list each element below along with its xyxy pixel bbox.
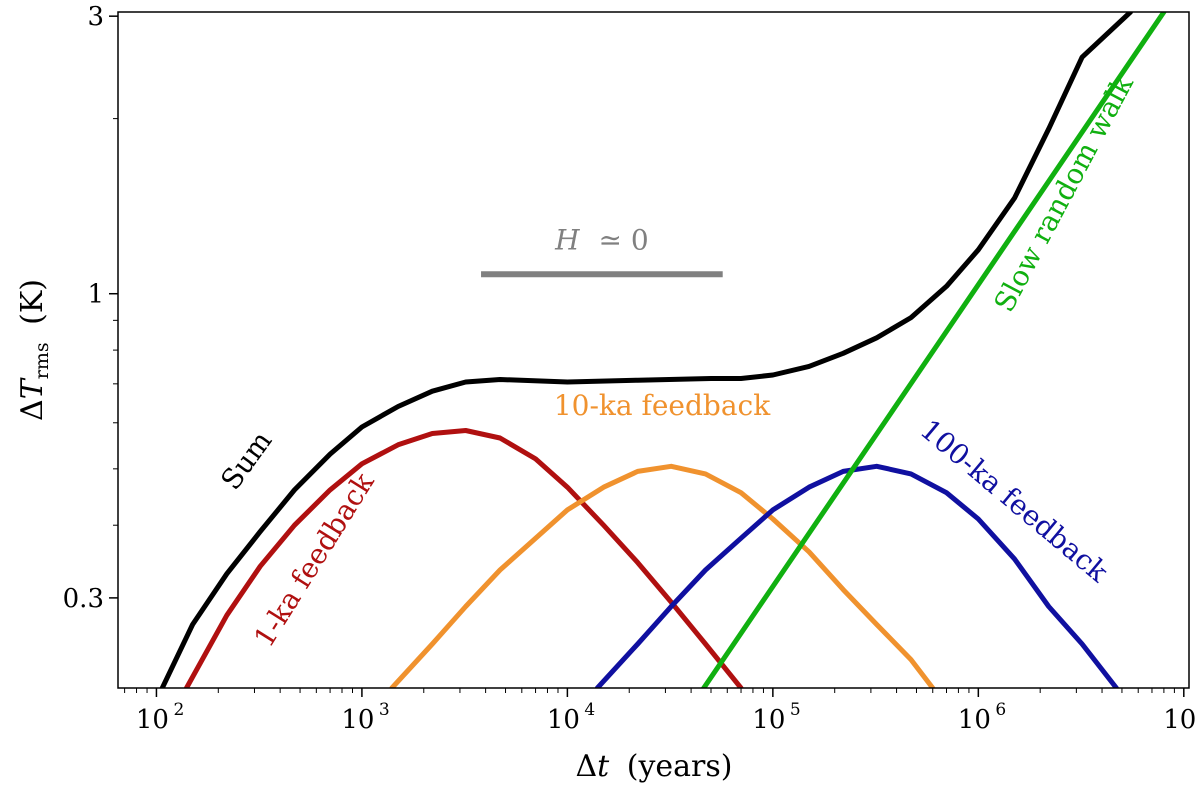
series-line-sum xyxy=(159,12,1133,688)
plot-frame xyxy=(117,11,1190,689)
series-line-100-ka-feedback xyxy=(594,463,1119,688)
series-line-1-ka-feedback xyxy=(184,428,744,688)
x-tick-label: 10 xyxy=(752,705,785,735)
y-tick-label: 3 xyxy=(87,2,104,32)
x-tick-label: 10 xyxy=(547,705,580,735)
y-axis-label: ΔTrms (K) xyxy=(15,279,56,421)
x-tick-label: 10 xyxy=(341,705,374,735)
y-tick-label: 0.3 xyxy=(63,584,104,614)
x-axis-label: Δt (years) xyxy=(575,749,732,784)
x-tick-label: 10 xyxy=(958,705,991,735)
x-tick-label: 10 xyxy=(136,705,169,735)
axis-ticks: 1021031041051061070.313 xyxy=(63,2,1197,735)
x-tick-exponent: 5 xyxy=(790,700,801,720)
series-line-slow-random-walk xyxy=(700,12,1167,688)
annotation-slow-random-walk: Slow random walk xyxy=(987,69,1140,317)
series-layer xyxy=(159,12,1167,688)
annotation-10ka-feedback: 10-ka feedback xyxy=(554,389,771,422)
x-tick-exponent: 4 xyxy=(584,700,595,720)
x-tick-label: 10 xyxy=(1163,705,1196,735)
annotation-sum: Sum xyxy=(214,425,278,496)
y-tick-label: 1 xyxy=(87,280,104,310)
reference-line-label: H ≃ 0 xyxy=(554,223,649,256)
x-tick-exponent: 3 xyxy=(379,700,390,720)
x-tick-exponent: 2 xyxy=(173,700,184,720)
series-line-10-ka-feedback xyxy=(389,463,936,688)
x-tick-exponent: 6 xyxy=(995,700,1006,720)
